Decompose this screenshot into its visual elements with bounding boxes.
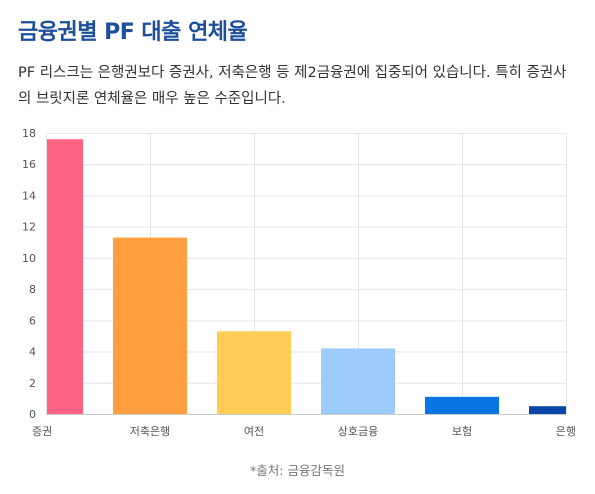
y-tick-label: 18 [22, 127, 36, 140]
source-note: *출처: 금융감독원 [250, 463, 345, 478]
x-axis: 증권 저축은행 여전 상호금융 보험 은행 [32, 425, 576, 438]
chart-grid [46, 133, 567, 415]
y-tick-label: 6 [29, 314, 36, 327]
y-tick-label: 2 [29, 377, 36, 390]
bar-3 [321, 348, 395, 414]
y-tick-label: 8 [29, 283, 36, 296]
y-tick-label: 16 [22, 158, 36, 171]
y-tick-label: 0 [29, 408, 36, 421]
x-tick-label: 여전 [244, 425, 264, 438]
bar-2 [217, 331, 291, 414]
page-title: 금융권별 PF 대출 연체율 [18, 20, 248, 45]
y-tick-label: 4 [29, 346, 36, 359]
y-tick-label: 12 [22, 221, 36, 234]
description-text: PF 리스크는 은행권보다 증권사, 저축은행 등 제2금융권에 집중되어 있습… [18, 65, 567, 107]
y-tick-label: 10 [22, 252, 36, 265]
x-tick-label: 보험 [452, 425, 472, 438]
x-tick-label: 저축은행 [130, 425, 170, 438]
x-tick-label: 상호금융 [338, 425, 378, 438]
x-tick-label: 은행 [556, 425, 576, 438]
bar-1 [113, 237, 187, 414]
y-axis: 0 2 4 6 8 10 12 14 16 18 [22, 127, 36, 421]
y-tick-label: 14 [22, 189, 36, 202]
bar-0 [47, 139, 83, 414]
x-tick-label: 증권 [32, 425, 52, 438]
bar-5 [529, 406, 566, 414]
chart-bars [47, 139, 566, 414]
bar-4 [425, 396, 499, 414]
